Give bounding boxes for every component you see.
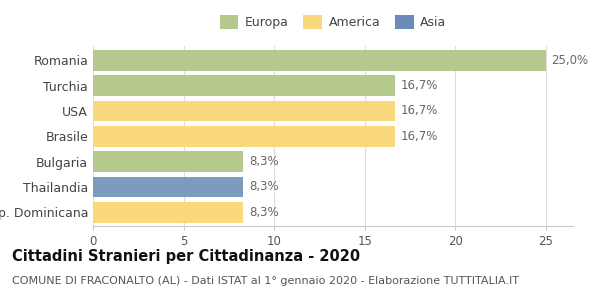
Text: 16,7%: 16,7%: [401, 130, 438, 143]
Text: 25,0%: 25,0%: [551, 54, 589, 67]
Legend: Europa, America, Asia: Europa, America, Asia: [216, 11, 450, 33]
Bar: [93, 177, 244, 197]
Bar: [93, 126, 395, 147]
Bar: [93, 50, 546, 71]
Bar: [93, 75, 395, 96]
Text: 8,3%: 8,3%: [249, 155, 278, 168]
Text: Cittadini Stranieri per Cittadinanza - 2020: Cittadini Stranieri per Cittadinanza - 2…: [12, 249, 360, 264]
Text: 16,7%: 16,7%: [401, 104, 438, 117]
Bar: [93, 101, 395, 121]
Text: 8,3%: 8,3%: [249, 206, 278, 219]
Text: 8,3%: 8,3%: [249, 180, 278, 193]
Bar: [93, 202, 244, 223]
Text: COMUNE DI FRACONALTO (AL) - Dati ISTAT al 1° gennaio 2020 - Elaborazione TUTTITA: COMUNE DI FRACONALTO (AL) - Dati ISTAT a…: [12, 276, 519, 285]
Bar: [93, 151, 244, 172]
Text: 16,7%: 16,7%: [401, 79, 438, 92]
